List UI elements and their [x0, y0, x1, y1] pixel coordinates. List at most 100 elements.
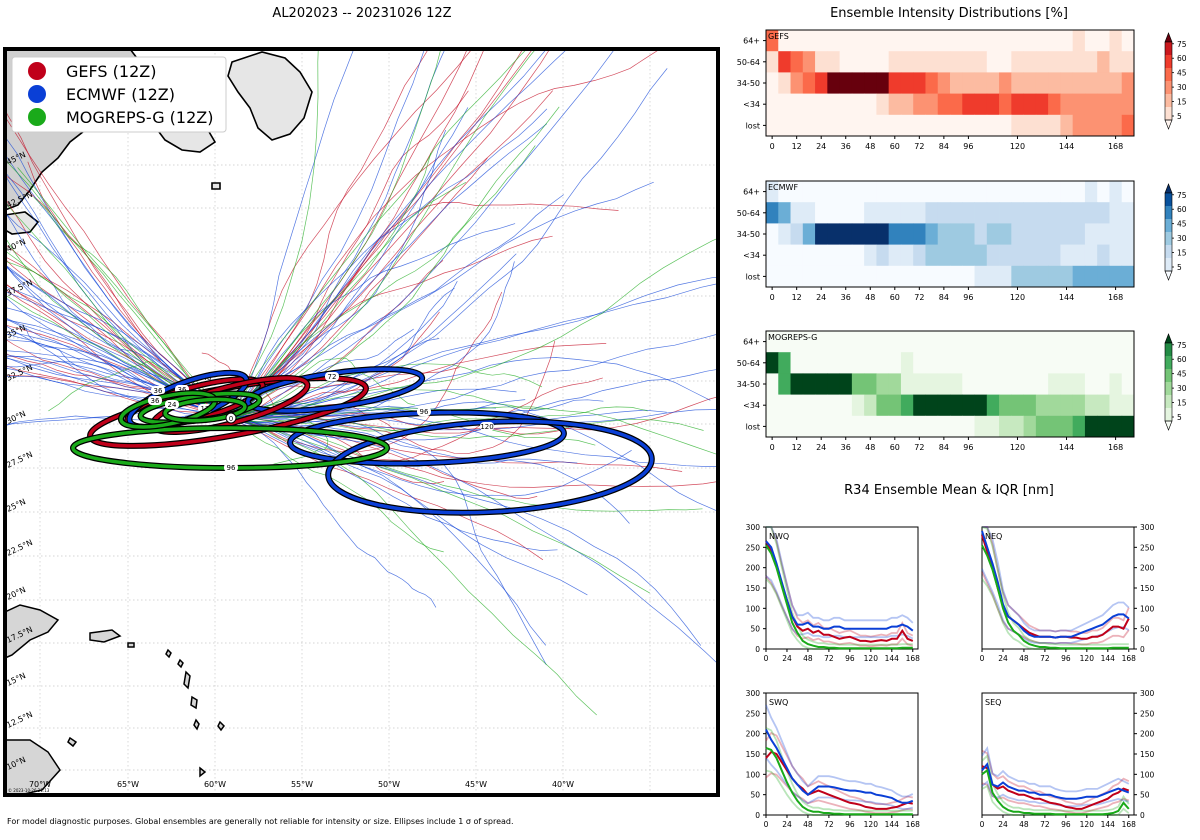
heatmap-cell	[1011, 415, 1024, 438]
heatmap-cell	[925, 331, 939, 353]
heatmap-cell	[815, 352, 828, 374]
heatmap-cell	[1109, 30, 1123, 52]
ensemble-track	[229, 417, 578, 467]
heatmap-cell	[766, 331, 779, 353]
heatmap-cell	[1109, 114, 1123, 137]
heatmap-cell	[1121, 181, 1135, 203]
heatmap-cell	[1084, 394, 1098, 417]
heatmap-cell	[974, 72, 988, 94]
heatmap-cell	[827, 93, 840, 116]
heatmap-cell	[986, 373, 1000, 395]
heatmap-cell	[937, 181, 951, 203]
heatmap-x-tick-label: 0	[770, 142, 775, 151]
heatmap-cell	[1060, 202, 1074, 224]
heatmap-cell	[925, 114, 939, 137]
colorbar-step	[1165, 382, 1172, 396]
ensemble-track	[229, 49, 319, 419]
heatmap-cell	[925, 265, 939, 288]
heatmap-cell	[1097, 415, 1110, 438]
heatmap-cell	[974, 331, 988, 353]
heatmap-cell	[900, 72, 914, 94]
colorbar-tick-label: 75	[1177, 341, 1187, 350]
heatmap-cell	[1035, 51, 1049, 73]
ensemble-track	[229, 145, 536, 419]
heatmap-cell	[876, 265, 890, 288]
heatmap-cell	[851, 265, 865, 288]
heatmap-row-label: 34-50	[737, 79, 760, 88]
heatmap-cell	[778, 352, 791, 374]
heatmap-cell	[937, 72, 951, 94]
heatmap-cell	[1121, 223, 1135, 245]
heatmap-cell	[913, 394, 926, 417]
heatmap-cell	[851, 394, 865, 417]
heatmap-row-label: lost	[746, 422, 760, 431]
heatmap-cell	[999, 373, 1012, 395]
heatmap-cell	[815, 415, 828, 438]
heatmap-cell	[778, 181, 791, 203]
heatmap-cell	[913, 181, 926, 203]
heatmap-cell	[1048, 415, 1061, 438]
ensemble-track	[229, 194, 564, 419]
heatmap-cell	[1035, 223, 1049, 245]
heatmap-cell	[913, 51, 926, 73]
r34-panel-label: NEQ	[985, 532, 1002, 541]
colorbar-tick-label: 45	[1177, 370, 1187, 379]
heatmap-cell	[1048, 352, 1061, 374]
ellipse-hour-badge	[151, 386, 165, 395]
heatmap-cell	[913, 223, 926, 245]
heatmap-cell	[950, 72, 963, 94]
heatmap-cell	[1121, 114, 1135, 137]
colorbar-step	[1165, 42, 1172, 56]
colorbar-step	[1165, 356, 1172, 370]
heatmap-x-tick-label: 48	[865, 142, 875, 151]
heatmap-cell	[864, 72, 877, 94]
heatmap-cell	[1109, 244, 1123, 267]
r34-x-tick-label: 144	[885, 820, 900, 829]
heatmap-cell	[1048, 30, 1061, 52]
r34-x-tick-label: 120	[864, 820, 879, 829]
r34-x-tick-label: 24	[998, 654, 1008, 663]
r34-x-tick-label: 168	[1122, 820, 1137, 829]
heatmap-x-tick-label: 72	[914, 293, 924, 302]
heatmap-cell	[1048, 72, 1061, 94]
heatmap-cell	[876, 30, 890, 52]
r34-x-tick-label: 0	[764, 820, 769, 829]
lon-label: 50°W	[378, 780, 400, 789]
heatmap-cell	[851, 244, 865, 267]
heatmap-cell	[864, 51, 877, 73]
heatmap-cell	[1084, 244, 1098, 267]
lon-label: 65°W	[117, 780, 139, 789]
heatmap-cell	[913, 72, 926, 94]
heatmap-cell	[790, 181, 804, 203]
heatmap-cell	[827, 30, 840, 52]
ensemble-track	[5, 211, 231, 419]
lon-label: 45°W	[465, 780, 487, 789]
colorbar-step	[1165, 193, 1172, 207]
heatmap-cell	[1121, 93, 1135, 116]
heatmap-cell	[888, 114, 902, 137]
heatmap-cell	[999, 181, 1012, 203]
r34-y-tick-label: 300	[1140, 523, 1155, 532]
heatmap-cell	[913, 93, 926, 116]
r34-y-tick-label: 100	[746, 604, 761, 613]
lon-label: 60°W	[204, 780, 226, 789]
heatmap-cell	[913, 415, 926, 438]
heatmap-cell	[900, 93, 914, 116]
ensemble-track	[5, 197, 231, 419]
ensemble-track	[229, 417, 444, 553]
heatmap-ecmwf: ECMWF 64+ 50-64 34-50 <34 lost 0 12 24 36 48 60 72 84…	[737, 180, 1187, 302]
heatmap-cell	[913, 202, 926, 224]
heatmap-cell	[802, 265, 816, 288]
r34-x-tick-label: 72	[1040, 820, 1050, 829]
heatmap-cell	[1097, 202, 1110, 224]
r34-panel-label: SEQ	[985, 698, 1001, 707]
r34-y-tick-label: 150	[746, 584, 761, 593]
heatmap-cell	[1072, 415, 1086, 438]
heatmap-cell	[1011, 373, 1024, 395]
heatmap-cell	[802, 415, 816, 438]
heatmap-cell	[950, 93, 963, 116]
heatmap-cell	[1084, 373, 1098, 395]
ensemble-track	[229, 68, 668, 419]
heatmap-x-tick-label: 120	[1010, 142, 1025, 151]
colorbar-step	[1165, 408, 1172, 422]
